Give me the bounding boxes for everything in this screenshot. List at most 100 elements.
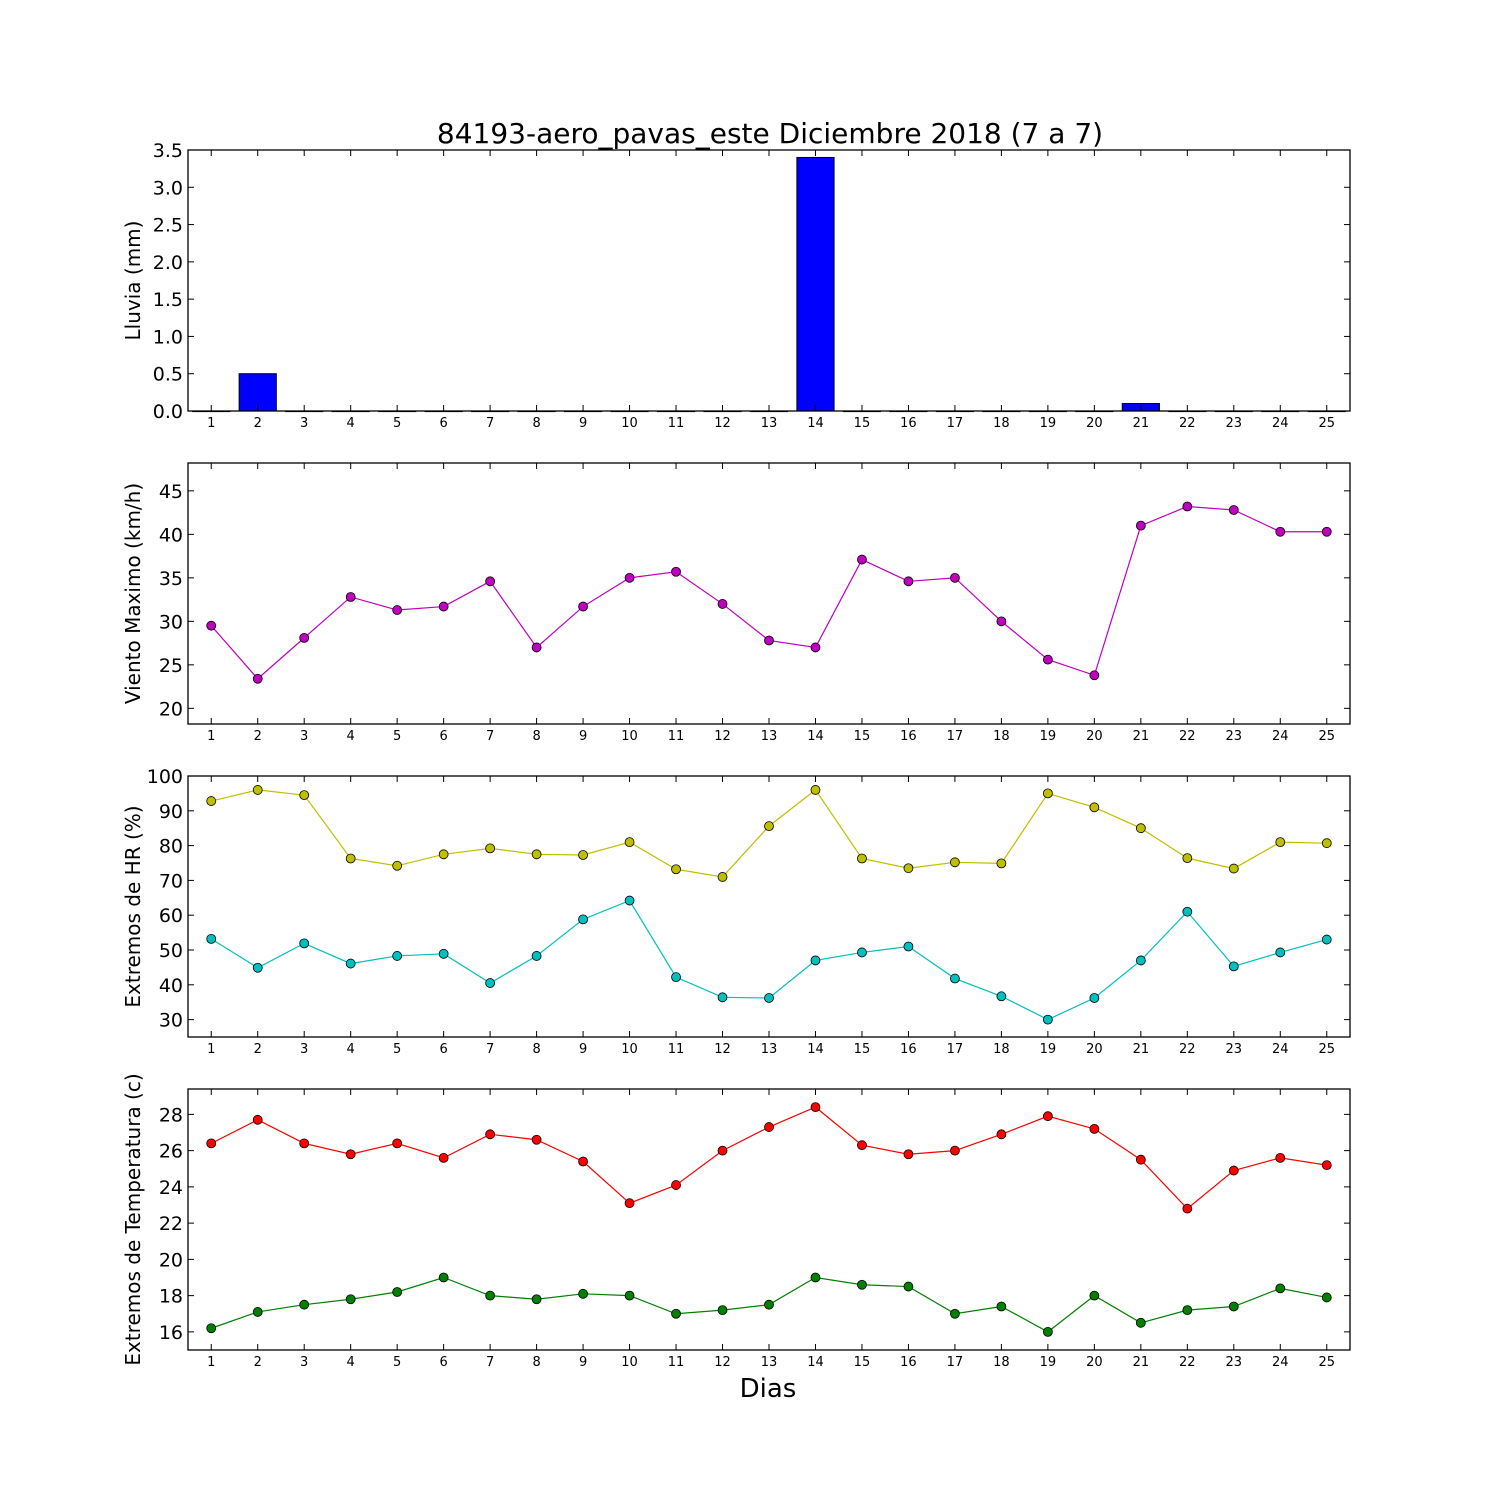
humidity-point bbox=[624, 895, 635, 906]
humidity-point bbox=[671, 972, 681, 983]
humidity-x-tick-label: 17 bbox=[947, 1042, 964, 1057]
rain-x-tick-label: 22 bbox=[1179, 416, 1196, 431]
wind-x-tick-label: 19 bbox=[1040, 729, 1057, 744]
wind-x-tick-label: 17 bbox=[947, 729, 964, 744]
temperature-x-tick-label: 4 bbox=[347, 1355, 355, 1370]
humidity-point bbox=[950, 973, 960, 984]
temperature-point bbox=[1321, 1160, 1332, 1171]
temperature-x-tick-label: 14 bbox=[807, 1355, 824, 1370]
rain-x-tick-label: 21 bbox=[1133, 416, 1150, 431]
wind-x-tick-label: 22 bbox=[1179, 729, 1196, 744]
humidity-point bbox=[438, 849, 449, 860]
temperature-point bbox=[485, 1129, 496, 1140]
wind-point bbox=[950, 572, 960, 583]
temperature-point bbox=[903, 1281, 914, 1292]
rain-y-tick-label: 1.5 bbox=[153, 289, 183, 311]
humidity-x-tick-label: 16 bbox=[900, 1042, 917, 1057]
temperature-x-tick-label: 21 bbox=[1133, 1355, 1150, 1370]
figure-title: 84193-aero_pavas_este Diciembre 2018 (7 … bbox=[437, 117, 1103, 150]
humidity-point bbox=[299, 790, 310, 801]
temperature-point bbox=[1228, 1165, 1239, 1176]
temperature-y-tick-label: 18 bbox=[159, 1286, 183, 1308]
wind-panel: 1 2 3 4 5 6 7 8 9 10 11 12 13 14 15 16 17 18 19 20 21 22 23 24 2… bbox=[121, 462, 1351, 744]
wind-x-tick-label: 1 bbox=[207, 729, 215, 744]
temperature-x-tick-label: 17 bbox=[947, 1355, 964, 1370]
wind-point bbox=[1135, 520, 1146, 531]
temperature-x-tick-label: 16 bbox=[900, 1355, 917, 1370]
temperature-point bbox=[252, 1307, 263, 1317]
panels: 1 2 3 4 5 6 7 8 9 10 11 12 13 14 15 16 17 18 19 20 21 22 23 24 2… bbox=[121, 140, 1351, 1370]
rain-panel: 1 2 3 4 5 6 7 8 9 10 11 12 13 14 15 16 17 18 19 20 21 22 23 24 2… bbox=[121, 140, 1351, 431]
wind-x-tick-label: 3 bbox=[300, 729, 308, 744]
rain-y-axis-label: Lluvia (mm) bbox=[121, 221, 145, 341]
humidity-point bbox=[531, 951, 542, 961]
wind-point bbox=[717, 599, 728, 609]
temperature-x-tick-label: 3 bbox=[300, 1355, 308, 1370]
temperature-x-tick-label: 10 bbox=[621, 1355, 638, 1370]
temperature-x-tick-label: 23 bbox=[1226, 1355, 1243, 1370]
humidity-point bbox=[578, 850, 588, 860]
temperature-y-tick-label: 20 bbox=[159, 1249, 183, 1271]
temperature-x-tick-label: 8 bbox=[532, 1355, 540, 1370]
wind-point bbox=[996, 616, 1007, 627]
temperature-point bbox=[717, 1305, 728, 1316]
temperature-y-axis-label: Extremos de Temperatura (c) bbox=[121, 1073, 145, 1365]
rain-x-tick-label: 23 bbox=[1226, 416, 1243, 431]
wind-point bbox=[671, 566, 681, 577]
humidity-point bbox=[1135, 955, 1146, 966]
humidity-x-tick-label: 14 bbox=[807, 1042, 824, 1057]
humidity-x-tick-label: 23 bbox=[1226, 1042, 1243, 1057]
humidity-x-tick-label: 10 bbox=[621, 1042, 638, 1057]
temperature-point bbox=[485, 1290, 496, 1301]
wind-x-tick-label: 4 bbox=[347, 729, 355, 744]
humidity-point bbox=[392, 951, 403, 961]
wind-point bbox=[624, 572, 635, 583]
humidity-point bbox=[578, 914, 588, 925]
rain-x-tick-label: 7 bbox=[486, 416, 494, 431]
humidity-point bbox=[392, 860, 403, 871]
wind-x-tick-label: 2 bbox=[254, 729, 262, 744]
rain-y-tick-label: 0.5 bbox=[153, 364, 183, 386]
humidity-x-tick-label: 1 bbox=[207, 1042, 215, 1057]
humidity-point bbox=[1135, 823, 1146, 834]
rain-x-tick-label: 20 bbox=[1086, 416, 1103, 431]
wind-y-axis-label: Viento Maximo (km/h) bbox=[121, 483, 145, 704]
humidity-x-tick-label: 8 bbox=[532, 1042, 540, 1057]
rain-x-tick-label: 17 bbox=[947, 416, 964, 431]
temperature-x-tick-label: 1 bbox=[207, 1355, 215, 1370]
wind-x-tick-label: 20 bbox=[1086, 729, 1103, 744]
temperature-point bbox=[764, 1299, 774, 1310]
humidity-point bbox=[1182, 853, 1193, 864]
wind-x-tick-label: 15 bbox=[854, 729, 871, 744]
wind-x-tick-label: 16 bbox=[900, 729, 917, 744]
wind-y-tick-label: 30 bbox=[159, 611, 183, 633]
humidity-point bbox=[438, 948, 449, 959]
temperature-y-tick-label: 28 bbox=[159, 1104, 183, 1126]
humidity-point bbox=[810, 785, 821, 795]
humidity-point bbox=[206, 933, 217, 944]
rain-x-tick-label: 14 bbox=[807, 416, 824, 431]
wind-point bbox=[392, 605, 403, 615]
humidity-y-tick-label: 30 bbox=[159, 1010, 183, 1032]
wind-x-tick-label: 24 bbox=[1272, 729, 1289, 744]
humidity-point bbox=[531, 849, 542, 860]
temperature-panel: 1 2 3 4 5 6 7 8 9 10 11 12 13 14 15 16 17 18 19 20 21 22 23 24 2… bbox=[121, 1073, 1351, 1370]
humidity-point bbox=[624, 837, 635, 848]
humidity-point bbox=[345, 853, 356, 864]
rain-x-tick-label: 9 bbox=[579, 416, 587, 431]
wind-point bbox=[531, 642, 542, 653]
temperature-x-tick-label: 5 bbox=[393, 1355, 401, 1370]
temperature-point bbox=[531, 1134, 542, 1145]
temperature-point bbox=[1042, 1111, 1053, 1122]
temperature-point bbox=[1182, 1305, 1193, 1316]
humidity-x-tick-label: 12 bbox=[714, 1042, 731, 1057]
temperature-point bbox=[1135, 1317, 1146, 1328]
humidity-x-tick-label: 5 bbox=[393, 1042, 401, 1057]
temperature-x-tick-label: 20 bbox=[1086, 1355, 1103, 1370]
humidity-y-tick-label: 100 bbox=[147, 766, 183, 788]
wind-x-tick-label: 5 bbox=[393, 729, 401, 744]
humidity-point bbox=[206, 796, 217, 806]
temperature-x-tick-label: 2 bbox=[254, 1355, 262, 1370]
temperature-point bbox=[1135, 1154, 1146, 1165]
humidity-point bbox=[1275, 947, 1286, 958]
